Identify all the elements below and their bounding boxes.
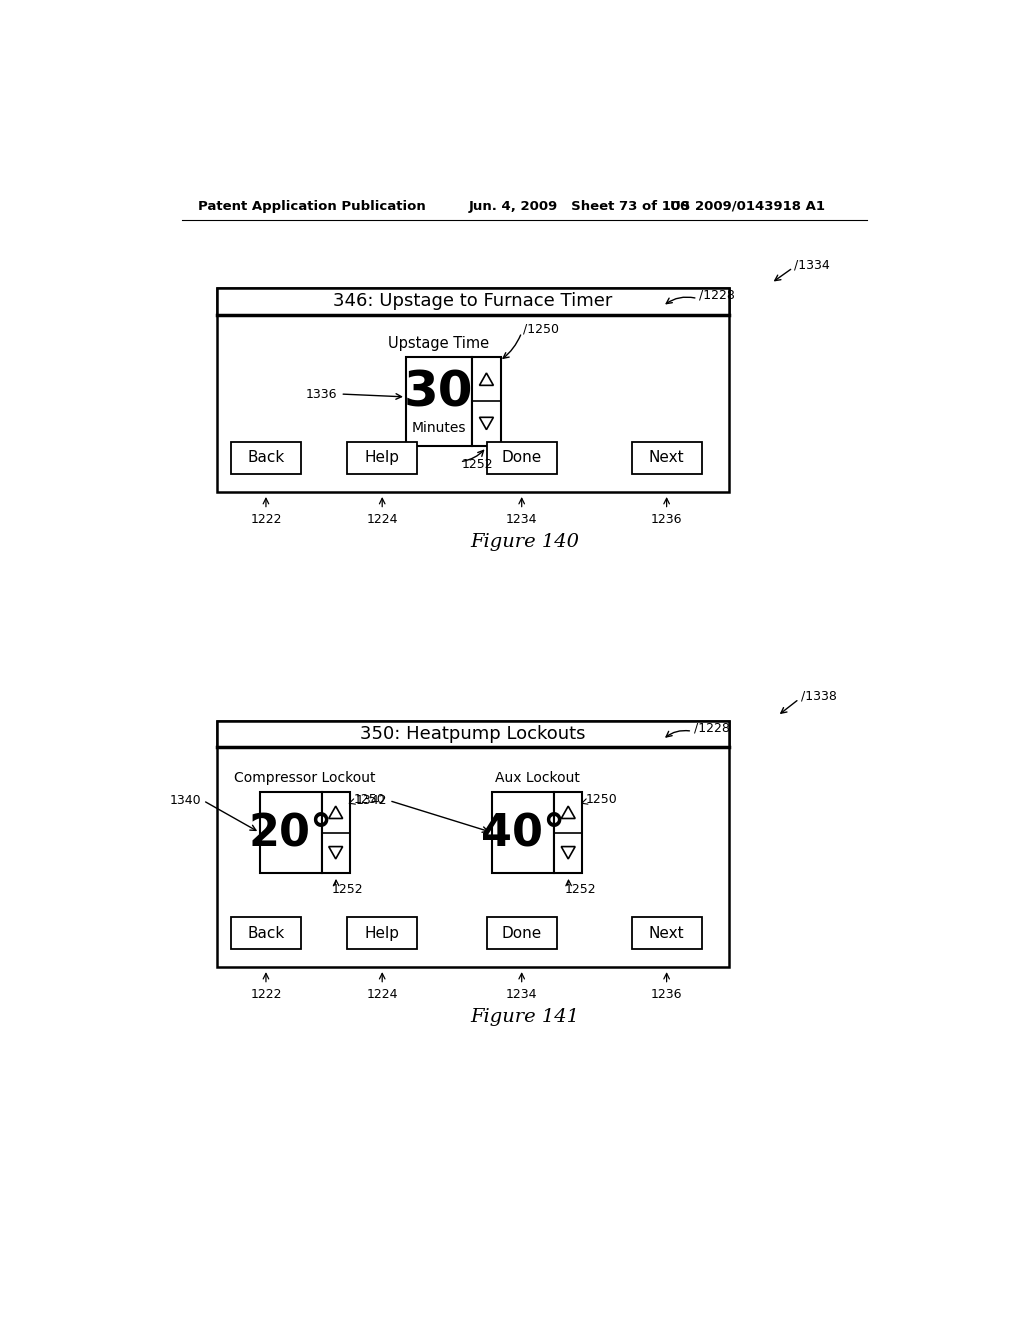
Text: Done: Done xyxy=(502,925,542,941)
Bar xyxy=(260,792,322,873)
Text: 1342: 1342 xyxy=(356,795,388,807)
Bar xyxy=(217,721,729,966)
Text: 1250: 1250 xyxy=(586,793,617,807)
Text: /1228: /1228 xyxy=(693,722,730,735)
Text: /1250: /1250 xyxy=(523,323,559,335)
Text: 1250: 1250 xyxy=(353,793,385,807)
Text: 1222: 1222 xyxy=(250,989,282,1001)
Text: 1252: 1252 xyxy=(332,883,364,896)
Bar xyxy=(217,288,729,314)
Polygon shape xyxy=(329,846,343,859)
Bar xyxy=(406,358,472,446)
Text: 1236: 1236 xyxy=(651,989,682,1001)
Text: 350: Heatpump Lockouts: 350: Heatpump Lockouts xyxy=(360,725,586,743)
Bar xyxy=(486,917,557,949)
Bar xyxy=(493,792,554,873)
Text: /1338: /1338 xyxy=(801,689,837,702)
Text: Patent Application Publication: Patent Application Publication xyxy=(198,199,426,213)
Bar xyxy=(217,288,729,492)
Text: Done: Done xyxy=(502,450,542,466)
Text: /1334: /1334 xyxy=(795,259,830,271)
Bar xyxy=(347,442,417,474)
Bar xyxy=(217,721,729,747)
Text: 1224: 1224 xyxy=(367,513,398,527)
Text: 1234: 1234 xyxy=(506,989,538,1001)
Polygon shape xyxy=(479,417,494,429)
Text: US 2009/0143918 A1: US 2009/0143918 A1 xyxy=(671,199,825,213)
Polygon shape xyxy=(329,807,343,818)
Polygon shape xyxy=(479,374,494,385)
Polygon shape xyxy=(561,846,575,859)
Bar xyxy=(231,917,301,949)
Text: 1234: 1234 xyxy=(506,513,538,527)
Text: 1252: 1252 xyxy=(461,458,493,471)
Bar xyxy=(231,442,301,474)
Text: Figure 141: Figure 141 xyxy=(470,1008,580,1026)
Bar xyxy=(486,442,557,474)
Text: Figure 140: Figure 140 xyxy=(470,533,580,550)
Text: 1340: 1340 xyxy=(170,795,202,807)
Bar xyxy=(472,358,501,446)
Bar xyxy=(632,442,701,474)
Bar xyxy=(347,917,417,949)
Text: Minutes: Minutes xyxy=(412,421,466,434)
Text: Jun. 4, 2009   Sheet 73 of 100: Jun. 4, 2009 Sheet 73 of 100 xyxy=(469,199,690,213)
Text: 1222: 1222 xyxy=(250,513,282,527)
Text: Help: Help xyxy=(365,450,399,466)
Bar xyxy=(632,917,701,949)
Text: Upstage Time: Upstage Time xyxy=(388,335,489,351)
Text: 1336: 1336 xyxy=(306,388,337,400)
Text: 30: 30 xyxy=(404,368,473,417)
Text: Next: Next xyxy=(649,925,684,941)
Bar xyxy=(322,792,349,873)
Text: Back: Back xyxy=(248,450,285,466)
Polygon shape xyxy=(561,807,575,818)
Bar xyxy=(554,792,583,873)
Text: Next: Next xyxy=(649,450,684,466)
Text: Back: Back xyxy=(248,925,285,941)
Text: Help: Help xyxy=(365,925,399,941)
Text: 1224: 1224 xyxy=(367,989,398,1001)
Text: 40°: 40° xyxy=(481,810,565,854)
Text: Aux Lockout: Aux Lockout xyxy=(495,771,580,785)
Text: 346: Upstage to Furnace Timer: 346: Upstage to Furnace Timer xyxy=(333,292,612,310)
Text: 20°: 20° xyxy=(249,810,333,854)
Text: Compressor Lockout: Compressor Lockout xyxy=(233,771,376,785)
Text: 1252: 1252 xyxy=(564,883,596,896)
Text: /1228: /1228 xyxy=(699,289,735,302)
Text: 1236: 1236 xyxy=(651,513,682,527)
